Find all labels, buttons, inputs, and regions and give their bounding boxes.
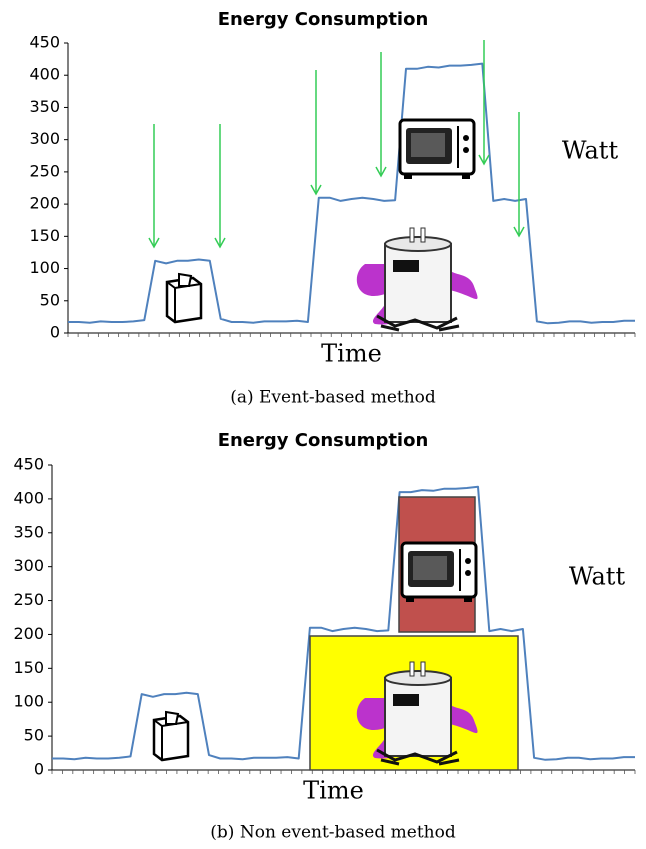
unit-annotation: Watt [569, 563, 626, 591]
y-tick-label: 250 [13, 590, 44, 609]
y-tick-label: 350 [29, 97, 60, 116]
y-tick-label: 400 [29, 65, 60, 84]
y-tick-label: 200 [29, 194, 60, 213]
page: {"chart_data": [ {"type": "line", "title… [0, 0, 646, 849]
x-axis-label: Time [303, 777, 364, 805]
y-tick-label: 50 [24, 726, 44, 745]
y-tick-label: 0 [34, 760, 44, 779]
unit-annotation: Watt [562, 137, 619, 165]
appliance-boxes-b [154, 497, 518, 770]
chart-title: Energy Consumption [218, 9, 429, 30]
caption: (b) Non event-based method [210, 823, 456, 843]
y-tick-label: 50 [40, 290, 60, 309]
y-tick-label: 350 [13, 522, 44, 541]
y-tick-label: 150 [29, 226, 60, 245]
x-axis-label: Time [321, 340, 382, 368]
y-tick-label: 300 [13, 556, 44, 575]
figure: Energy Consumption 0 50 100 150 200 250 300 350 4… [0, 0, 646, 849]
y-tick-label: 100 [13, 692, 44, 711]
y-tick-label: 400 [13, 488, 44, 507]
appliance-icons-a [167, 120, 478, 330]
caption: (a) Event-based method [230, 388, 436, 408]
y-tick-label: 0 [50, 323, 60, 342]
y-tick-label: 150 [13, 658, 44, 677]
y-tick-label: 250 [29, 161, 60, 180]
y-tick-label: 200 [13, 624, 44, 643]
y-tick-label: 450 [13, 455, 44, 474]
y-tick-label: 450 [29, 33, 60, 52]
chart-title: Energy Consumption [218, 430, 429, 451]
y-tick-label: 100 [29, 258, 60, 277]
y-tick-label: 300 [29, 129, 60, 148]
consumption-line [68, 64, 635, 324]
chart-a: Energy Consumption 0 50 100 150 200 250 300 350 4… [29, 9, 635, 408]
